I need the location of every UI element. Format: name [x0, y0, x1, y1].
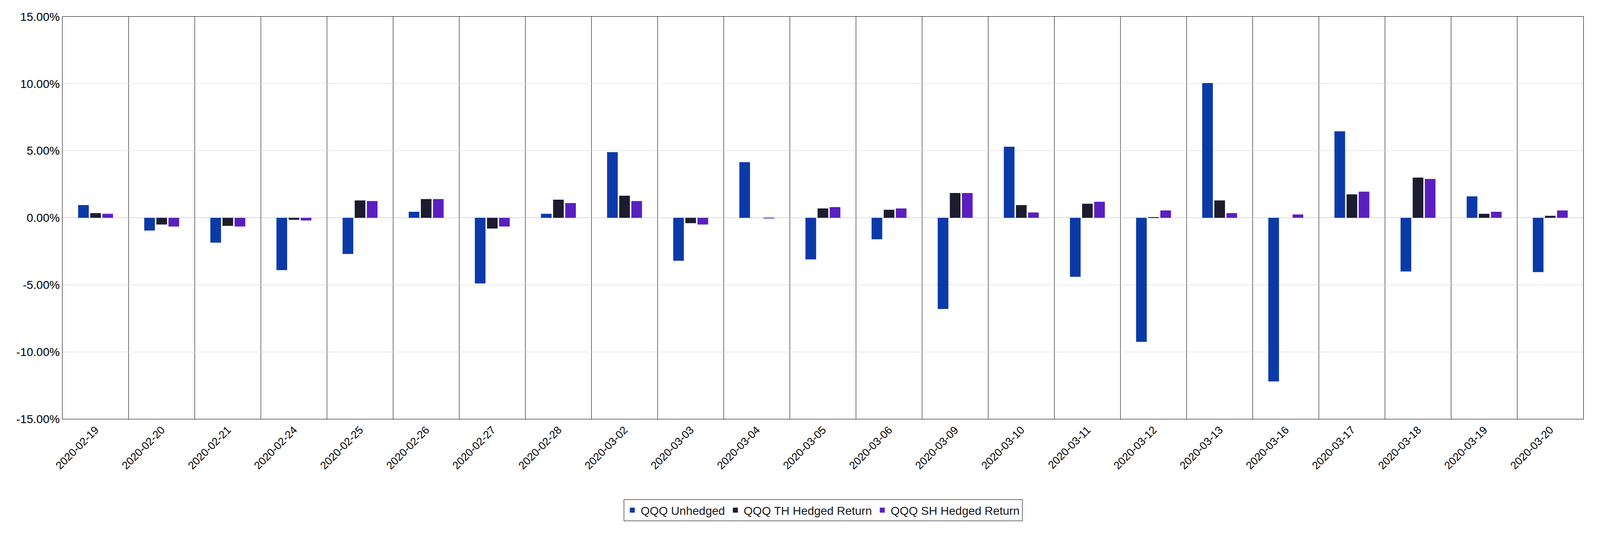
svg-text:2020-02-28: 2020-02-28: [515, 423, 564, 472]
svg-text:2020-02-21: 2020-02-21: [185, 423, 234, 472]
svg-text:2020-03-02: 2020-03-02: [582, 423, 630, 472]
svg-text:15.00%: 15.00%: [20, 10, 60, 24]
svg-text:2020-03-18: 2020-03-18: [1375, 423, 1424, 472]
svg-text:2020-02-27: 2020-02-27: [450, 423, 498, 472]
svg-text:2020-03-03: 2020-03-03: [648, 423, 697, 472]
svg-text:2020-02-20: 2020-02-20: [119, 423, 168, 472]
svg-text:2020-03-06: 2020-03-06: [846, 423, 895, 472]
svg-text:2020-02-24: 2020-02-24: [251, 423, 300, 472]
svg-text:2020-03-04: 2020-03-04: [714, 423, 763, 472]
svg-text:2020-03-12: 2020-03-12: [1111, 423, 1160, 472]
svg-text:2020-02-26: 2020-02-26: [383, 423, 432, 472]
svg-text:0.00%: 0.00%: [26, 211, 60, 225]
svg-text:2020-02-25: 2020-02-25: [317, 423, 366, 472]
svg-text:5.00%: 5.00%: [26, 144, 60, 158]
svg-text:2020-03-16: 2020-03-16: [1243, 423, 1292, 472]
svg-text:QQQ Unhedged: QQQ Unhedged: [640, 504, 725, 518]
svg-text:-10.00%: -10.00%: [16, 345, 60, 359]
svg-text:-15.00%: -15.00%: [16, 412, 60, 426]
svg-text:QQQ TH Hedged Return: QQQ TH Hedged Return: [743, 504, 873, 518]
svg-text:10.00%: 10.00%: [20, 77, 60, 91]
svg-text:-5.00%: -5.00%: [22, 278, 60, 292]
svg-text:2020-03-05: 2020-03-05: [780, 423, 829, 472]
svg-text:2020-03-20: 2020-03-20: [1507, 423, 1556, 472]
svg-text:2020-03-19: 2020-03-19: [1441, 423, 1490, 472]
svg-text:2020-03-11: 2020-03-11: [1045, 423, 1093, 471]
svg-text:2020-03-09: 2020-03-09: [912, 423, 961, 472]
svg-text:2020-03-10: 2020-03-10: [978, 423, 1027, 472]
svg-text:2020-02-19: 2020-02-19: [53, 423, 102, 472]
svg-text:2020-03-17: 2020-03-17: [1309, 423, 1358, 472]
svg-text:QQQ SH Hedged Return: QQQ SH Hedged Return: [890, 504, 1020, 518]
svg-text:2020-03-13: 2020-03-13: [1177, 423, 1225, 472]
